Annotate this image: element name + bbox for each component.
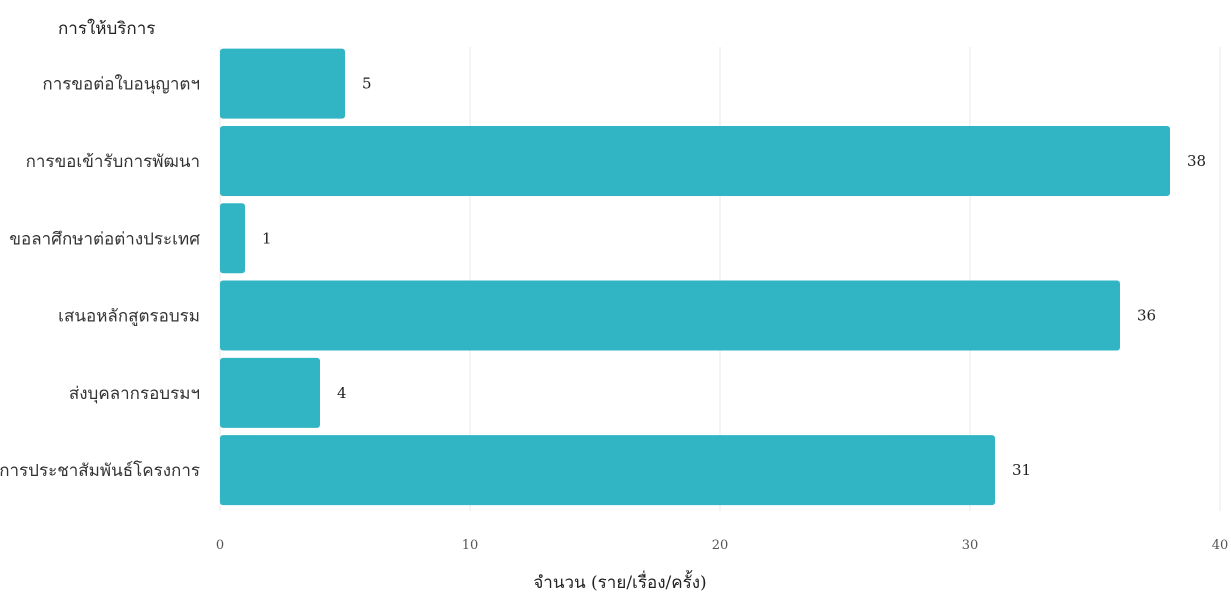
category-label: การประชาสัมพันธ์โครงการ [0, 460, 200, 481]
bar [220, 125, 1170, 196]
category-label: การขอเข้ารับการพัฒนา [26, 152, 200, 172]
y-axis-title: การให้บริการ [58, 18, 155, 39]
bar [220, 280, 1120, 351]
category-label: การขอต่อใบอนุญาตฯ [42, 74, 200, 95]
x-tick-labels: 0 10 20 30 40 [216, 538, 1228, 553]
bar [220, 48, 345, 119]
x-tick-label: 40 [1212, 538, 1229, 553]
bars [220, 48, 1170, 506]
category-label: ส่งบุคลากรอบรมฯ [69, 384, 200, 404]
x-tick-label: 10 [462, 538, 479, 553]
value-labels: 5 38 1 36 4 31 [262, 75, 1206, 479]
category-labels: การขอต่อใบอนุญาตฯการขอเข้ารับการพัฒนาขอล… [0, 74, 200, 481]
gridlines [219, 47, 1221, 511]
bar [220, 357, 320, 428]
x-axis-title: จำนวน (ราย/เรื่อง/ครั้ง) [533, 570, 706, 593]
value-label: 5 [362, 75, 372, 93]
x-tick-label: 30 [962, 538, 979, 553]
value-label: 1 [262, 229, 272, 247]
value-label: 31 [1012, 461, 1031, 479]
value-label: 4 [337, 384, 347, 402]
x-tick-label: 0 [216, 538, 224, 553]
bar [220, 203, 245, 274]
value-label: 36 [1137, 307, 1156, 325]
category-label: ขอลาศึกษาต่อต่างประเทศ [9, 229, 200, 249]
category-label: เสนอหลักสูตรอบรม [58, 307, 200, 327]
x-tick-label: 20 [712, 538, 729, 553]
bar [220, 435, 995, 506]
value-label: 38 [1187, 152, 1206, 170]
